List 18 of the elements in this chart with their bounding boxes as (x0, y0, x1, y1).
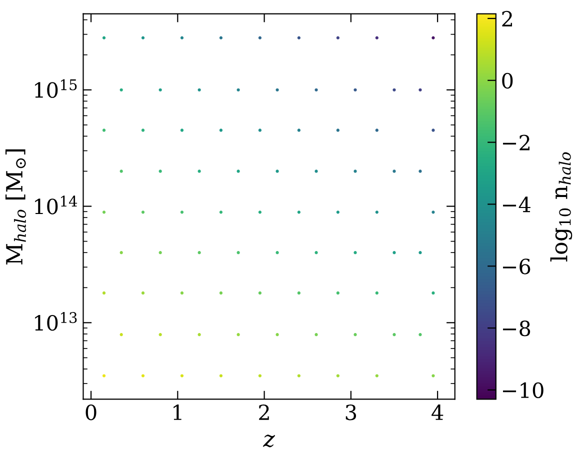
x-axis-title: z (262, 434, 276, 448)
y-tick-label: 10$^{13}$ (35, 312, 77, 331)
color-bar-label: −8 (502, 320, 530, 336)
color-bar-label: −10 (502, 382, 544, 398)
color-bar-label: 2 (502, 10, 512, 26)
y-tick-label: 10$^{14}$ (35, 196, 78, 214)
color-bar-label: 0 (502, 72, 513, 89)
x-tick-label: 1 (174, 404, 182, 420)
x-tick-label: 0 (86, 404, 96, 420)
color-bar-label: −6 (502, 258, 530, 274)
x-tick-label: 4 (432, 404, 444, 420)
y-axis-title: M$_{halo}$ [M$_{⊙}$] (5, 149, 26, 265)
x-tick-label: 2 (259, 404, 269, 420)
color-bar-label: −4 (502, 196, 530, 212)
x-tick-label: 3 (346, 404, 356, 420)
color-bar-title: log$_{10}$ n$_{halo}$ (550, 152, 572, 262)
y-tick-label: 10$^{15}$ (35, 79, 77, 98)
color-bar-label: −2 (502, 134, 530, 150)
